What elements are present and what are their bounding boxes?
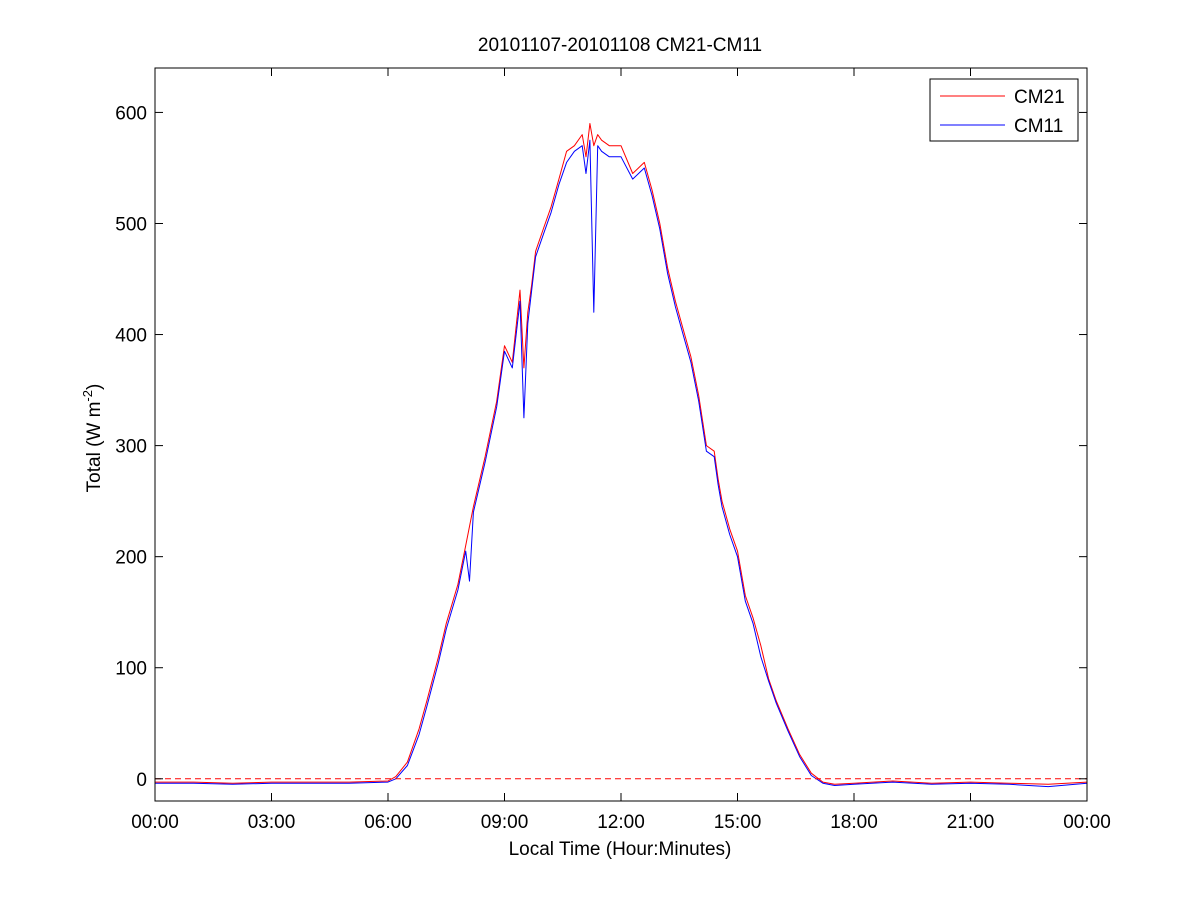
- x-tick-label: 18:00: [830, 812, 878, 833]
- y-axis-title: Total (W m-2): [80, 384, 105, 493]
- y-tick-label: 600: [115, 103, 147, 124]
- y-tick-label: 300: [115, 437, 147, 458]
- series-layer: [155, 123, 1088, 788]
- y-tick-label: 0: [136, 770, 147, 791]
- series-line-cm21: [155, 123, 1088, 785]
- y-tick-label: 400: [115, 326, 147, 347]
- x-tick-label: 15:00: [714, 812, 762, 833]
- x-axis-title: Local Time (Hour:Minutes): [509, 839, 732, 860]
- legend-label-cm21: CM21: [1014, 87, 1065, 108]
- x-tick-label: 00:00: [1063, 812, 1111, 833]
- x-tick-label: 00:00: [131, 812, 179, 833]
- y-axis-title-tail: ): [84, 384, 105, 390]
- plot-area: 00:00 03:00 06:00 09:00 12:00 15:00 18:00 21:00…: [115, 67, 1111, 833]
- y-axis-ticks: 0 100 200 300 400 500 600: [115, 103, 1087, 791]
- x-axis-ticks: 00:00 03:00 06:00 09:00 12:00 15:00 18:00 21:00…: [131, 68, 1111, 833]
- x-tick-label: 03:00: [248, 812, 296, 833]
- legend-label-cm11: CM11: [1014, 116, 1063, 137]
- chart-title: 20101107-20101108 CM21-CM11: [478, 35, 762, 56]
- y-tick-label: 200: [115, 548, 147, 569]
- x-tick-label: 12:00: [597, 812, 645, 833]
- series-line-cm11: [155, 139, 1088, 788]
- x-tick-label: 06:00: [364, 812, 412, 833]
- legend-box: [929, 78, 1079, 142]
- legend: CM21 CM11: [929, 78, 1079, 142]
- x-tick-label: 09:00: [481, 812, 529, 833]
- y-tick-label: 100: [115, 659, 147, 680]
- y-axis-title-superscript: -2: [80, 390, 95, 402]
- y-tick-label: 500: [115, 214, 147, 235]
- x-tick-label: 21:00: [947, 812, 995, 833]
- y-axis-title-base: Total (W m: [84, 402, 105, 493]
